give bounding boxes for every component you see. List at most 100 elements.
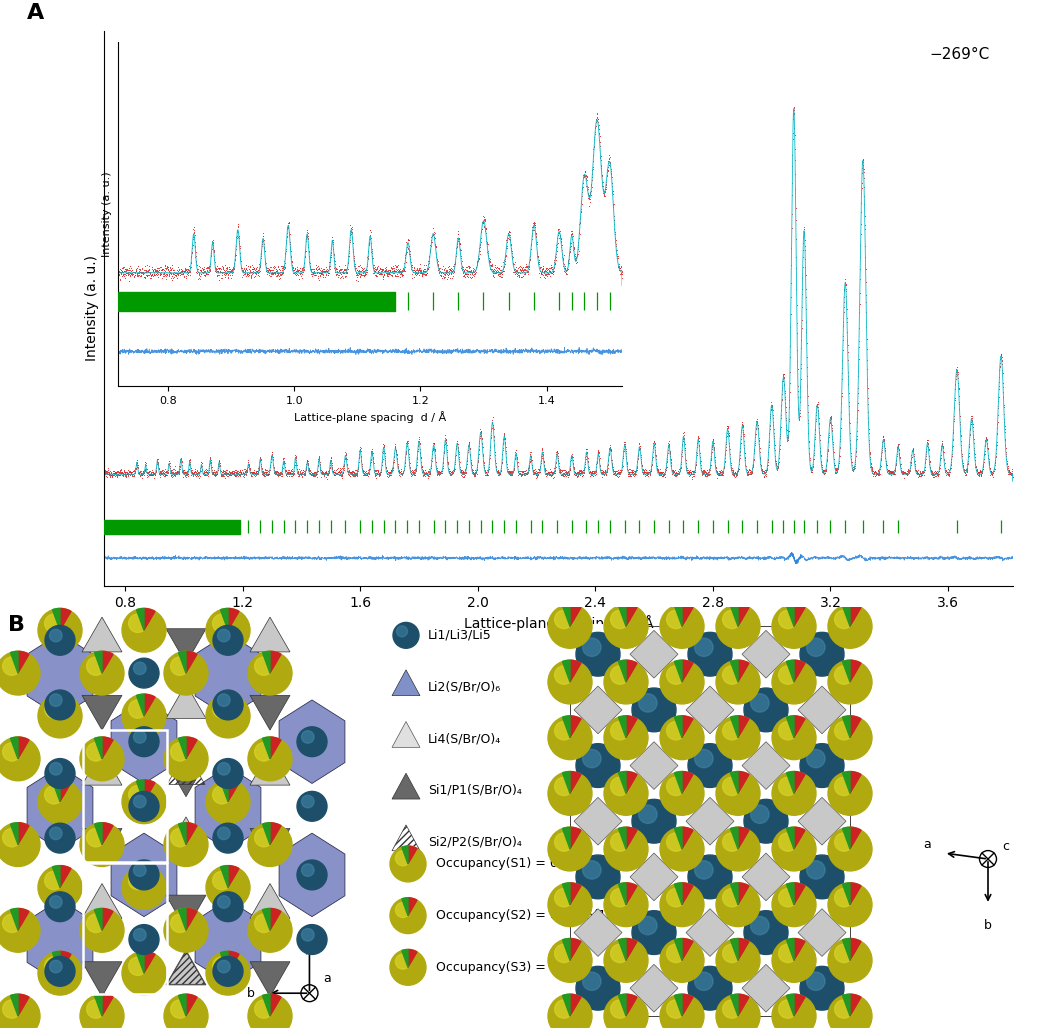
Circle shape bbox=[604, 715, 648, 760]
Circle shape bbox=[632, 800, 677, 843]
Wedge shape bbox=[570, 883, 582, 905]
Wedge shape bbox=[794, 994, 805, 1016]
Circle shape bbox=[390, 897, 426, 933]
Wedge shape bbox=[270, 822, 281, 845]
Polygon shape bbox=[392, 722, 420, 747]
Circle shape bbox=[716, 994, 760, 1028]
Polygon shape bbox=[82, 750, 122, 785]
Wedge shape bbox=[682, 715, 693, 738]
Circle shape bbox=[583, 749, 601, 768]
Circle shape bbox=[217, 763, 230, 775]
Circle shape bbox=[0, 994, 40, 1028]
Circle shape bbox=[128, 872, 147, 889]
Bar bbox=[84, 862, 167, 994]
Wedge shape bbox=[10, 652, 18, 673]
Wedge shape bbox=[60, 951, 71, 974]
Wedge shape bbox=[402, 950, 408, 967]
Circle shape bbox=[213, 785, 231, 804]
Wedge shape bbox=[738, 772, 749, 794]
Circle shape bbox=[568, 624, 628, 684]
Circle shape bbox=[206, 780, 250, 823]
Circle shape bbox=[611, 945, 630, 962]
Circle shape bbox=[772, 715, 816, 760]
Polygon shape bbox=[195, 767, 261, 850]
Circle shape bbox=[255, 1000, 274, 1019]
Circle shape bbox=[296, 727, 327, 757]
Text: −269°C: −269°C bbox=[930, 47, 990, 63]
Polygon shape bbox=[742, 964, 790, 1013]
Circle shape bbox=[87, 657, 105, 675]
Circle shape bbox=[694, 860, 713, 879]
Wedge shape bbox=[102, 737, 113, 759]
Wedge shape bbox=[408, 950, 417, 967]
Wedge shape bbox=[262, 822, 270, 845]
Wedge shape bbox=[731, 715, 738, 738]
Circle shape bbox=[122, 780, 166, 823]
Wedge shape bbox=[94, 822, 102, 845]
Circle shape bbox=[660, 604, 704, 649]
Wedge shape bbox=[794, 828, 805, 849]
Circle shape bbox=[49, 960, 62, 972]
Circle shape bbox=[38, 609, 82, 652]
Circle shape bbox=[779, 833, 797, 851]
Circle shape bbox=[828, 828, 872, 871]
Text: a: a bbox=[324, 972, 331, 985]
Circle shape bbox=[80, 822, 124, 867]
Circle shape bbox=[744, 800, 788, 843]
Circle shape bbox=[624, 792, 684, 851]
Wedge shape bbox=[626, 660, 637, 682]
Circle shape bbox=[716, 604, 760, 649]
Wedge shape bbox=[228, 780, 239, 802]
Wedge shape bbox=[618, 883, 626, 905]
Circle shape bbox=[722, 833, 741, 851]
Wedge shape bbox=[794, 883, 805, 905]
Circle shape bbox=[38, 866, 82, 910]
Circle shape bbox=[779, 611, 797, 628]
Circle shape bbox=[632, 911, 677, 954]
Polygon shape bbox=[27, 767, 93, 850]
Wedge shape bbox=[682, 604, 693, 626]
Circle shape bbox=[45, 614, 63, 632]
Circle shape bbox=[296, 792, 327, 821]
Circle shape bbox=[548, 604, 592, 649]
Circle shape bbox=[667, 888, 685, 907]
Wedge shape bbox=[262, 994, 270, 1016]
Wedge shape bbox=[94, 652, 102, 673]
Circle shape bbox=[134, 731, 146, 743]
Wedge shape bbox=[850, 604, 861, 626]
Polygon shape bbox=[686, 742, 734, 790]
Circle shape bbox=[164, 652, 208, 695]
Wedge shape bbox=[626, 883, 637, 905]
Wedge shape bbox=[220, 609, 228, 630]
Circle shape bbox=[548, 828, 592, 871]
Circle shape bbox=[129, 924, 159, 954]
Wedge shape bbox=[850, 772, 861, 794]
Circle shape bbox=[772, 939, 816, 983]
Wedge shape bbox=[60, 694, 71, 717]
Wedge shape bbox=[144, 780, 155, 802]
Circle shape bbox=[396, 851, 410, 866]
Circle shape bbox=[834, 833, 853, 851]
Text: A: A bbox=[27, 3, 45, 23]
Circle shape bbox=[45, 690, 75, 720]
Wedge shape bbox=[102, 652, 113, 673]
Circle shape bbox=[206, 609, 250, 652]
Circle shape bbox=[554, 833, 573, 851]
Wedge shape bbox=[618, 939, 626, 960]
Circle shape bbox=[772, 772, 816, 815]
Wedge shape bbox=[731, 994, 738, 1016]
Circle shape bbox=[792, 958, 852, 1018]
Circle shape bbox=[0, 652, 40, 695]
Wedge shape bbox=[60, 780, 71, 802]
Wedge shape bbox=[794, 772, 805, 794]
Circle shape bbox=[296, 924, 327, 954]
Circle shape bbox=[716, 939, 760, 983]
Circle shape bbox=[128, 614, 147, 632]
Circle shape bbox=[688, 855, 732, 898]
Polygon shape bbox=[82, 829, 122, 864]
Polygon shape bbox=[166, 817, 206, 852]
Polygon shape bbox=[574, 909, 622, 956]
Circle shape bbox=[694, 638, 713, 657]
Wedge shape bbox=[570, 604, 582, 626]
Wedge shape bbox=[228, 866, 239, 887]
